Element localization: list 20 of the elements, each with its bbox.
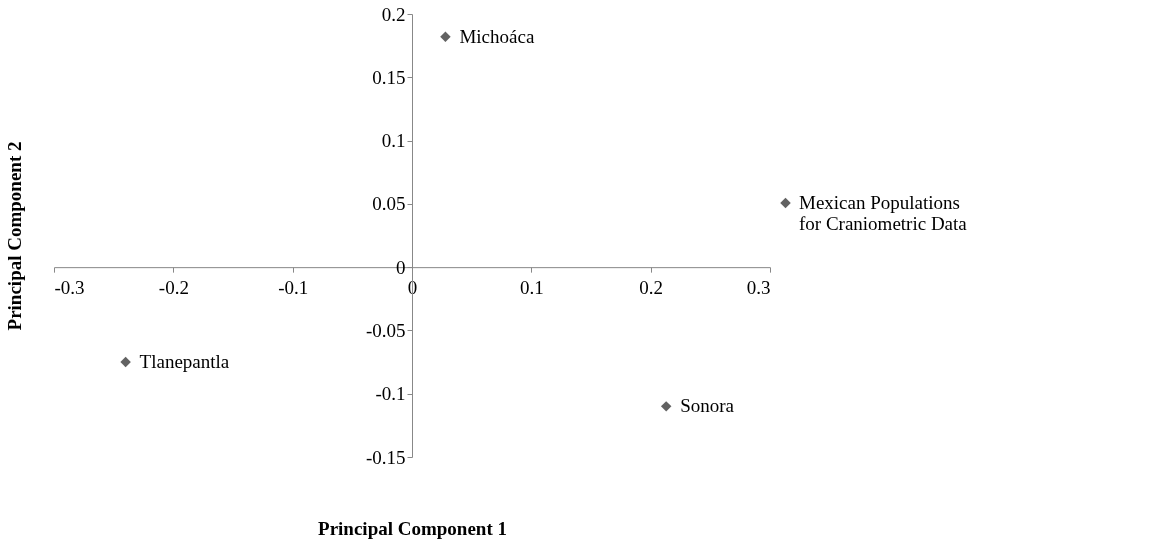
x-tick-label: -0.3: [54, 276, 85, 298]
x-tick-label: -0.2: [158, 276, 189, 298]
x-tick-label: 0.2: [639, 276, 664, 298]
x-axis-title: Principal Component 1: [318, 517, 507, 539]
y-tick-label: 0.15: [372, 66, 406, 88]
x-tick-label: 0.1: [519, 276, 544, 298]
y-tick-label: -0.15: [365, 446, 406, 468]
y-tick-label: 0.05: [372, 193, 406, 215]
y-tick-label: -0.1: [375, 383, 406, 405]
x-tick-label: 0.3: [746, 276, 771, 298]
y-tick-label: 0.2: [381, 3, 406, 25]
y-tick-label: 0.1: [381, 130, 406, 152]
y-tick-label: -0.05: [365, 319, 406, 341]
legend-label: Mexican Populations for Craniometric Data: [799, 192, 968, 234]
annotation: Tlanepantla: [139, 351, 230, 373]
y-tick-label: 0: [396, 256, 406, 278]
annotation: Sonora: [680, 395, 735, 417]
y-axis-title: Principal Component 2: [3, 141, 25, 331]
x-tick-label: -0.1: [278, 276, 309, 298]
annotation: Michoáca: [459, 25, 535, 47]
